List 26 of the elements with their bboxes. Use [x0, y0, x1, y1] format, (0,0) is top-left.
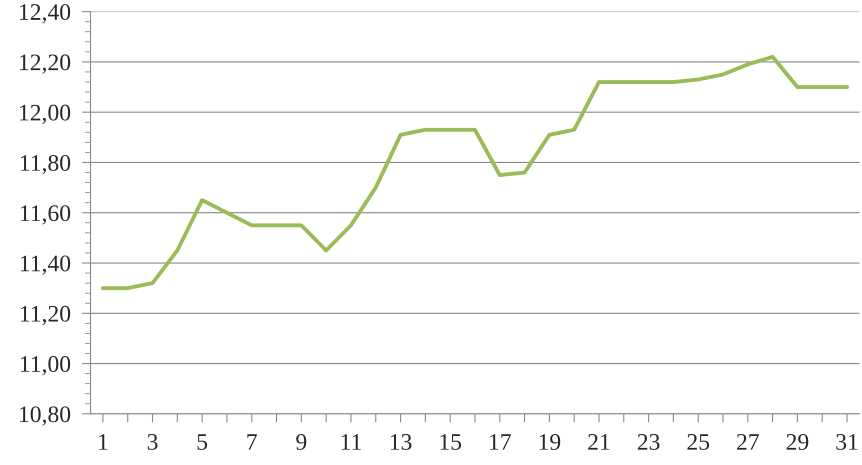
y-tick-label: 11,80 [20, 154, 70, 174]
x-tick-label: 11 [342, 434, 361, 450]
line-series [100, 54, 849, 290]
x-tick-label: 19 [540, 434, 560, 450]
x-tick-label: 29 [786, 434, 808, 450]
x-tick-label: 9 [296, 434, 306, 450]
x-tick-label: 15 [440, 434, 462, 450]
x-tick-label: 31 [836, 434, 858, 450]
y-tick-label: 12,40 [20, 4, 70, 24]
x-tick-label: 3 [148, 434, 158, 450]
x-tick-label: 21 [588, 434, 610, 450]
x-tick-label: 23 [638, 434, 660, 450]
x-tick-label: 1 [99, 434, 108, 450]
y-tick-label: 11,40 [20, 256, 70, 275]
y-tick-label: 11,00 [20, 356, 70, 376]
x-tick-label: 7 [247, 434, 257, 450]
y-tick-label: 11,20 [20, 306, 70, 326]
y-tick-label: 12,20 [20, 54, 70, 74]
x-tick-label: 13 [390, 434, 412, 450]
y-tick-label: 12,00 [20, 104, 70, 124]
x-tick-label: 5 [198, 434, 208, 450]
y-tick-label: 10,80 [20, 406, 70, 426]
y-tick-label: 11,60 [20, 205, 70, 225]
x-tick-label: 17 [490, 434, 511, 450]
x-tick-label: 27 [737, 434, 759, 450]
x-tick-label: 25 [687, 434, 710, 450]
